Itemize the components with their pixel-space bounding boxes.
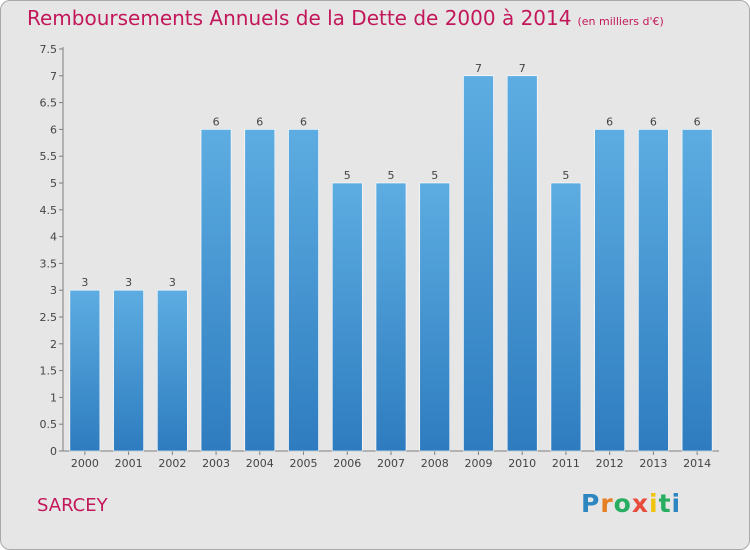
x-tick-label: 2013 [639,457,667,470]
bar [113,289,144,452]
x-tick-label: 2007 [377,457,405,470]
data-label: 5 [344,169,351,182]
y-tick-label: 4 [50,231,57,244]
data-label: 5 [388,169,395,182]
bar [594,129,625,452]
logo-letter: o [613,489,632,518]
x-tick-label: 2001 [115,457,143,470]
y-tick-label: 0.5 [40,418,58,431]
bar [331,182,363,452]
logo-letter: r [600,489,614,518]
data-label: 3 [81,276,88,289]
data-label: 6 [213,115,220,128]
y-tick-label: 3.5 [40,257,58,270]
data-label: 3 [169,276,176,289]
y-tick-label: 5 [50,177,57,190]
x-tick-label: 2012 [596,457,624,470]
data-label: 7 [519,62,526,75]
data-label: 3 [125,276,132,289]
bar [506,75,538,452]
bar [419,182,451,452]
x-tick-label: 2002 [158,457,186,470]
y-tick-label: 1 [50,391,57,404]
y-tick-label: 1.5 [40,365,58,378]
y-tick-label: 7 [50,70,57,83]
y-tick-label: 4.5 [40,204,58,217]
x-tick-label: 2003 [202,457,230,470]
data-label: 5 [562,169,569,182]
bar [681,129,713,452]
y-tick-label: 6 [50,123,57,136]
logo-letter: i [671,489,682,518]
bar [69,289,101,452]
data-label: 6 [256,115,263,128]
x-tick-label: 2010 [508,457,536,470]
x-tick-label: 2004 [246,457,274,470]
chart-title: Remboursements Annuels de la Dette de 20… [27,6,664,30]
y-tick-label: 3 [50,284,57,297]
y-tick-label: 2 [50,338,57,351]
data-label: 7 [475,62,482,75]
data-label: 6 [300,115,307,128]
bars: 3 3 3 6 6 6 5 5 5 7 7 5 6 6 6 [69,62,713,452]
bar [638,129,669,452]
data-label: 5 [431,169,438,182]
bar [550,182,582,452]
unit-note: (en milliers d'€) [577,15,664,28]
bar [288,129,319,452]
x-tick-label: 2011 [552,457,580,470]
y-tick-label: 0 [50,445,57,458]
logo-letter: i [649,489,659,518]
bar [244,129,276,452]
logo-letter: t [658,489,672,518]
logo-letter: P [581,489,601,518]
x-tick-label: 2000 [71,457,99,470]
y-tick-label: 6.5 [40,97,58,110]
title-text: Remboursements Annuels de la Dette de 20… [27,6,572,30]
y-tick-label: 2.5 [40,311,58,324]
logo-letter: x [631,489,649,518]
data-label: 6 [606,115,613,128]
proxiti-logo[interactable]: Proxiti [581,489,681,518]
y-tick-label: 7.5 [40,43,58,56]
data-label: 6 [650,115,657,128]
x-tick-label: 2014 [683,457,711,470]
x-tick-label: 2009 [464,457,492,470]
bar [463,75,494,452]
x-tick-label: 2006 [333,457,361,470]
bar [375,182,407,452]
bar [200,129,232,452]
x-tick-label: 2005 [290,457,318,470]
data-label: 6 [694,115,701,128]
y-tick-label: 5.5 [40,150,58,163]
city-name: SARCEY [37,495,108,516]
x-tick-label: 2008 [421,457,449,470]
bar [157,289,188,452]
